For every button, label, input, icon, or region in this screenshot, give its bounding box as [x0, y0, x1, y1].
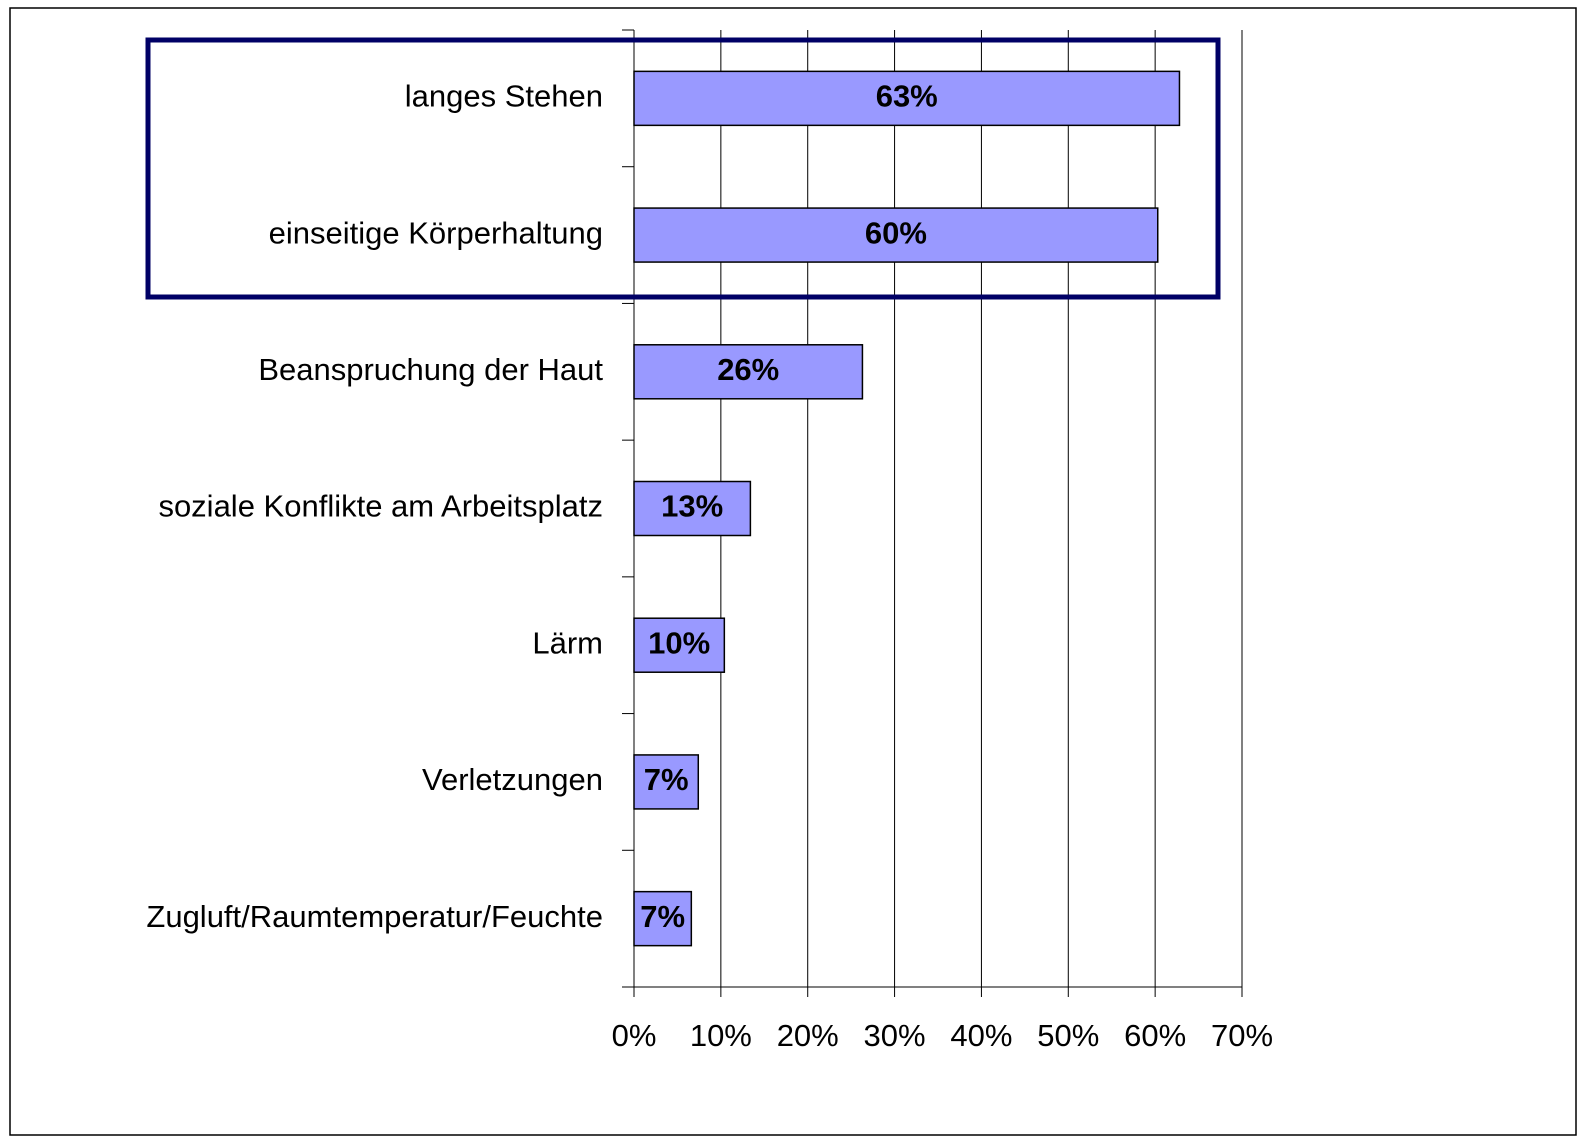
- x-tick-label: 60%: [1124, 1018, 1186, 1053]
- value-label: 10%: [648, 625, 710, 660]
- x-tick-label: 40%: [950, 1018, 1012, 1053]
- y-tick-label: Verletzungen: [422, 762, 603, 797]
- bar: [633, 617, 726, 673]
- bar: [633, 207, 1159, 263]
- bar: [633, 344, 864, 400]
- x-tick-label: 70%: [1211, 1018, 1273, 1053]
- bar: [633, 480, 752, 537]
- value-label: 26%: [717, 352, 779, 387]
- bar: [633, 70, 1181, 127]
- y-tick-label: langes Stehen: [405, 79, 603, 114]
- value-label: 13%: [661, 489, 723, 524]
- highlight-box: [145, 37, 1221, 300]
- value-label: 63%: [876, 79, 938, 114]
- x-tick-label: 20%: [777, 1018, 839, 1053]
- y-tick-label: Zugluft/Raumtemperatur/Feuchte: [146, 899, 603, 934]
- value-label: 7%: [640, 899, 685, 934]
- x-tick-label: 10%: [690, 1018, 752, 1053]
- x-tick-label: 30%: [864, 1018, 926, 1053]
- chart-frame: [9, 7, 1577, 1136]
- bar: [633, 754, 700, 810]
- x-tick-label: 50%: [1037, 1018, 1099, 1053]
- y-tick-label: einseitige Körperhaltung: [269, 215, 603, 250]
- x-tick-label: 0%: [612, 1018, 657, 1053]
- value-label: 60%: [865, 215, 927, 250]
- y-tick-label: soziale Konflikte am Arbeitsplatz: [158, 489, 603, 524]
- value-label: 7%: [644, 762, 689, 797]
- y-tick-label: Beanspruchung der Haut: [258, 352, 603, 387]
- y-tick-label: Lärm: [532, 625, 603, 660]
- bar: [633, 890, 693, 947]
